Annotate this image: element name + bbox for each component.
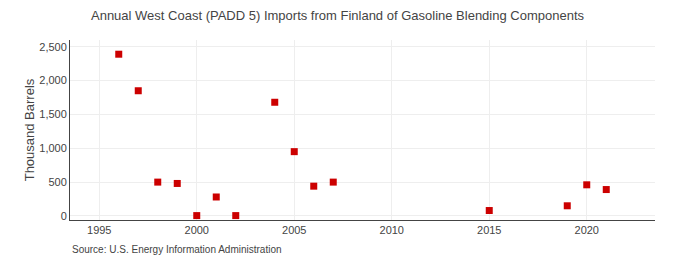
svg-text:2020: 2020 — [575, 224, 599, 236]
svg-text:Source: U.S. Energy Informatio: Source: U.S. Energy Information Administ… — [72, 244, 282, 255]
svg-text:2000: 2000 — [185, 224, 209, 236]
svg-text:2,000: 2,000 — [39, 74, 67, 86]
svg-text:2010: 2010 — [380, 224, 404, 236]
svg-text:1,500: 1,500 — [39, 108, 67, 120]
svg-text:1,000: 1,000 — [39, 142, 67, 154]
svg-text:2,500: 2,500 — [39, 41, 67, 53]
svg-text:500: 500 — [48, 176, 66, 188]
svg-text:Thousand Barrels: Thousand Barrels — [22, 78, 37, 181]
svg-text:2005: 2005 — [282, 224, 306, 236]
svg-text:0: 0 — [61, 210, 67, 222]
svg-text:1995: 1995 — [87, 224, 111, 236]
svg-text:Annual West Coast (PADD 5) Imp: Annual West Coast (PADD 5) Imports from … — [91, 8, 585, 23]
svg-text:2015: 2015 — [477, 224, 501, 236]
